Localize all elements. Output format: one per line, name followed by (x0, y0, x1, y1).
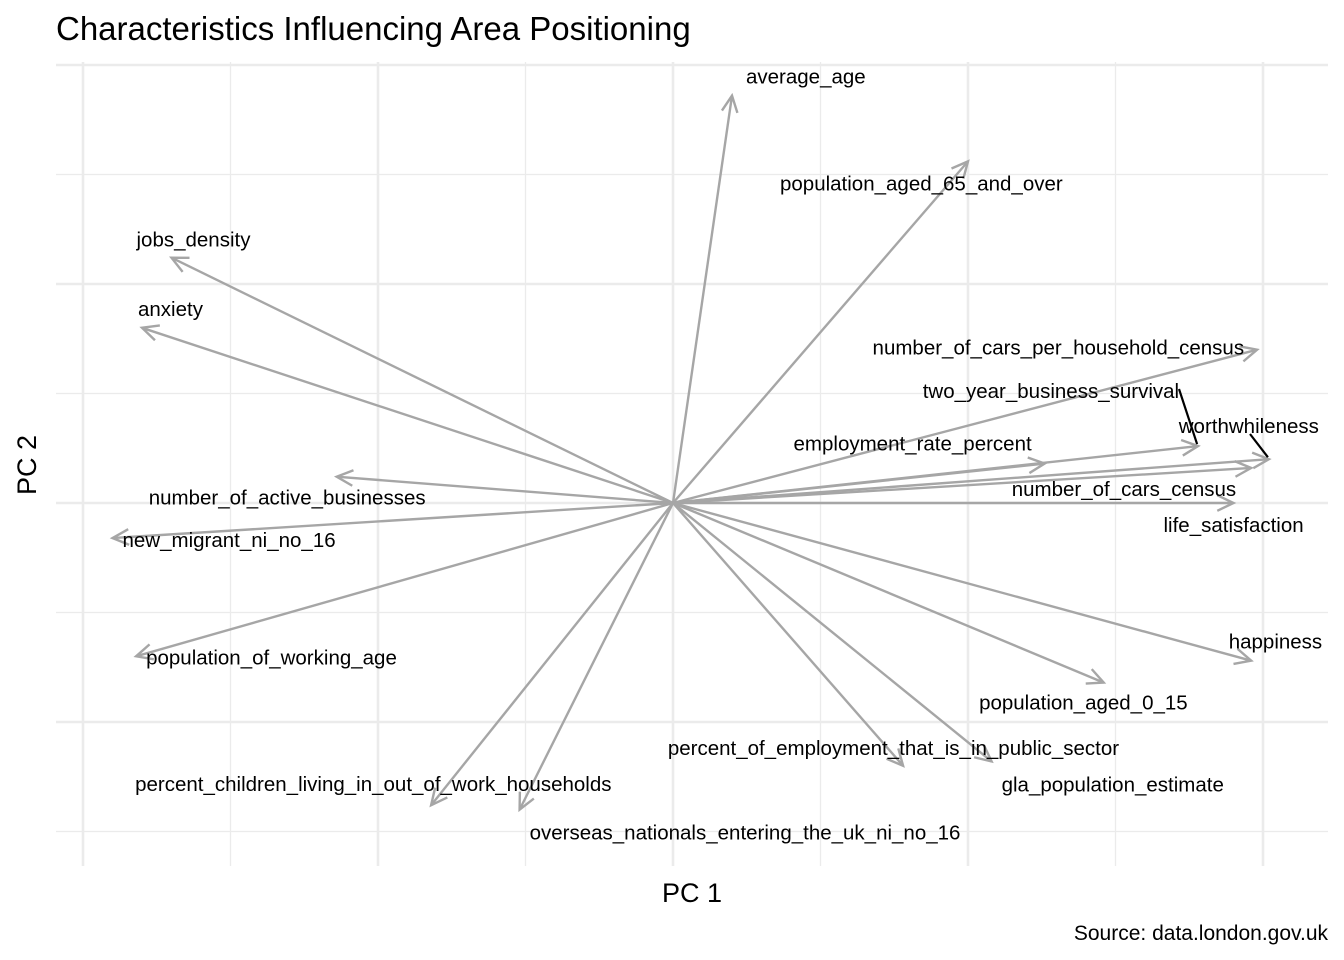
loading-arrows (109, 92, 1272, 813)
chart-title: Characteristics Influencing Area Positio… (56, 10, 691, 47)
leader-line-worthwhileness (1249, 433, 1269, 458)
loading-arrow-average-age (671, 95, 734, 504)
grid (56, 62, 1328, 866)
loading-label-overseas-nationals-entering-the-uk-ni-no-16: overseas_nationals_entering_the_uk_ni_no… (530, 822, 961, 845)
arrowhead-percent-of-employment-that-is-in-public-sector (886, 748, 905, 768)
loading-arrow-jobs-density (170, 256, 674, 505)
loading-arrow-population-aged-65-and-over (672, 160, 969, 504)
arrowhead-population-aged-0-15 (1085, 668, 1107, 685)
loading-arrow-percent-of-employment-that-is-in-public-sector (672, 502, 905, 767)
loading-label-new-migrant-ni-no-16: new_migrant_ni_no_16 (123, 529, 336, 552)
loading-arrow-number-of-cars-census (672, 466, 1252, 505)
loading-label-employment-rate-percent: employment_rate_percent (794, 433, 1032, 456)
loading-arrow-overseas-nationals-entering-the-uk-ni-no-16 (518, 502, 675, 811)
loading-arrow-percent-children-living-in-out-of-work-households (430, 502, 674, 806)
loading-labels: average_age population_aged_65_and_overjo… (123, 66, 1323, 845)
loading-arrow-population-aged-0-15 (672, 501, 1105, 684)
arrowhead-jobs-density (169, 256, 190, 273)
loading-arrow-population-of-working-age (135, 501, 674, 658)
arrowhead-number-of-cars-per-household-census (1239, 345, 1260, 363)
arrowhead-gla-population-estimate (973, 744, 994, 764)
arrowhead-population-aged-65-and-over (951, 159, 970, 180)
loading-label-number-of-cars-per-household-census: number_of_cars_per_household_census (873, 337, 1245, 360)
source-caption: Source: data.london.gov.uk (1074, 922, 1329, 945)
loading-arrow-anxiety (141, 326, 674, 505)
loading-arrow-number-of-cars-per-household-census (672, 348, 1258, 505)
label-leader-lines (1177, 388, 1269, 458)
arrowhead-new-migrant-ni-no-16 (109, 528, 130, 546)
loading-arrow-worthwhileness (672, 458, 1269, 505)
loading-label-average-age: average_age (746, 66, 866, 89)
arrowhead-life-satisfaction (1216, 494, 1237, 512)
arrowhead-employment-rate-percent (1027, 456, 1048, 475)
loading-label-number-of-active-businesses: number_of_active_businesses (149, 487, 426, 510)
arrowhead-happiness (1233, 647, 1254, 666)
loading-arrow-employment-rate-percent (672, 462, 1045, 505)
loading-label-anxiety: anxiety (138, 298, 204, 321)
y-axis-title: PC 2 (12, 435, 42, 495)
loading-arrow-happiness (672, 501, 1252, 662)
arrowhead-worthwhileness (1251, 451, 1272, 470)
loading-label-life-satisfaction: life_satisfaction (1164, 514, 1304, 537)
loading-label-number-of-cars-census: number_of_cars_census (1012, 478, 1237, 501)
loading-label-two-year-business-survival: two_year_business_survival (923, 380, 1179, 403)
leader-line-two-year-business-survival (1177, 388, 1199, 445)
loading-label-worthwhileness: worthwhileness (1178, 415, 1319, 438)
loading-label-gla-population-estimate: gla_population_estimate (1002, 773, 1224, 796)
loading-label-jobs-density: jobs_density (136, 229, 252, 252)
loading-arrow-number-of-active-businesses (336, 475, 674, 505)
loading-label-population-of-working-age: population_of_working_age (146, 646, 397, 669)
arrowhead-percent-children-living-in-out-of-work-households (429, 787, 448, 808)
loading-arrow-new-migrant-ni-no-16 (112, 501, 674, 540)
loading-label-population-aged-0-15: population_aged_0_15 (979, 692, 1188, 715)
arrowhead-anxiety (139, 324, 161, 342)
loading-label-happiness: happiness (1229, 631, 1322, 654)
loading-arrow-gla-population-estimate (672, 502, 993, 763)
arrowhead-two-year-business-survival (1180, 438, 1201, 457)
loading-label-percent-children-living-in-out-of-work-households: percent_children_living_in_out_of_work_h… (135, 773, 611, 796)
loading-label-population-aged-65-and-over: population_aged_65_and_over (780, 172, 1063, 195)
loading-label-percent-of-employment-that-is-in-public-sector: percent_of_employment_that_is_in_public_… (668, 737, 1119, 760)
arrowhead-overseas-nationals-entering-the-uk-ni-no-16 (518, 791, 535, 813)
arrowhead-average-age (720, 92, 739, 114)
arrowhead-number-of-cars-census (1234, 460, 1254, 478)
x-axis-title: PC 1 (662, 878, 722, 908)
arrowhead-number-of-active-businesses (333, 469, 354, 487)
arrowhead-population-of-working-age (133, 643, 155, 661)
